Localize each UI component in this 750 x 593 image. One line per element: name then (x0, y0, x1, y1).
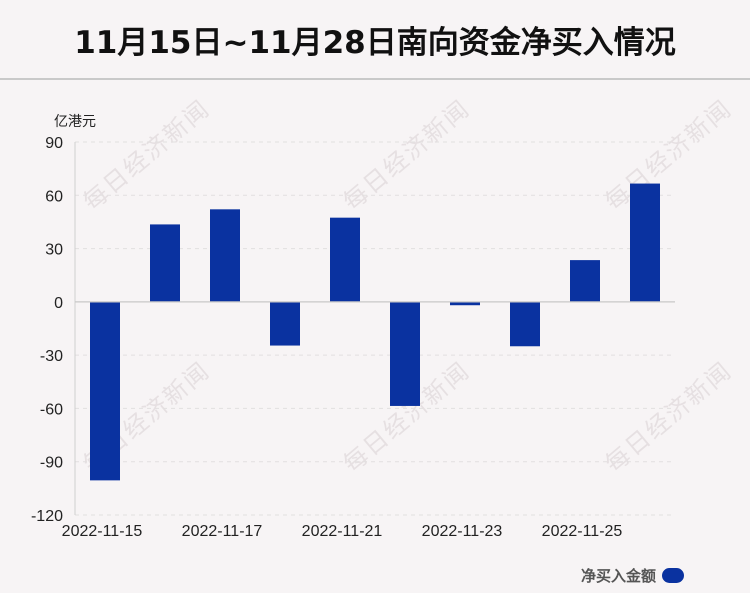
bar (150, 224, 180, 302)
bar (390, 301, 420, 406)
bar-layer (90, 183, 660, 481)
x-tick-layer: 2022-11-15 2022-11-17 2022-11-21 2022-11-23… (62, 523, 623, 540)
y-axis-label: 亿港元 (54, 113, 96, 129)
grid-layer (75, 141, 675, 516)
legend-swatch (662, 568, 684, 583)
y-tick-label: -30 (40, 348, 63, 365)
x-tick-label: 2022-11-23 (422, 523, 503, 540)
bar (90, 301, 120, 481)
chart-title: 11月15日~11月28日南向资金净买入情况 (74, 24, 676, 61)
y-tick-label: 60 (45, 188, 63, 205)
y-tick-layer: 90 60 30 0 -30 -60 -90 -120 (31, 135, 63, 525)
x-tick-label: 2022-11-15 (62, 523, 143, 540)
bar (210, 209, 240, 302)
legend: 净买入金额 (581, 565, 684, 586)
y-tick-label: -90 (40, 455, 63, 472)
bar (330, 217, 360, 302)
y-tick-label: -120 (31, 508, 63, 525)
bar (450, 301, 480, 306)
bar (570, 260, 600, 302)
y-tick-label: 30 (45, 242, 63, 259)
bar (630, 183, 660, 302)
bar (270, 301, 300, 346)
axis-layer (74, 142, 675, 515)
legend-label: 净买入金额 (580, 567, 656, 585)
x-tick-label: 2022-11-25 (542, 523, 623, 540)
y-tick-label: -60 (40, 401, 63, 418)
x-tick-label: 2022-11-17 (182, 523, 263, 540)
x-tick-label: 2022-11-21 (302, 523, 383, 540)
y-tick-label: 0 (54, 295, 63, 312)
title-bar: 11月15日~11月28日南向资金净买入情况 (0, 0, 750, 80)
bar (510, 301, 540, 347)
y-tick-label: 90 (45, 135, 63, 152)
